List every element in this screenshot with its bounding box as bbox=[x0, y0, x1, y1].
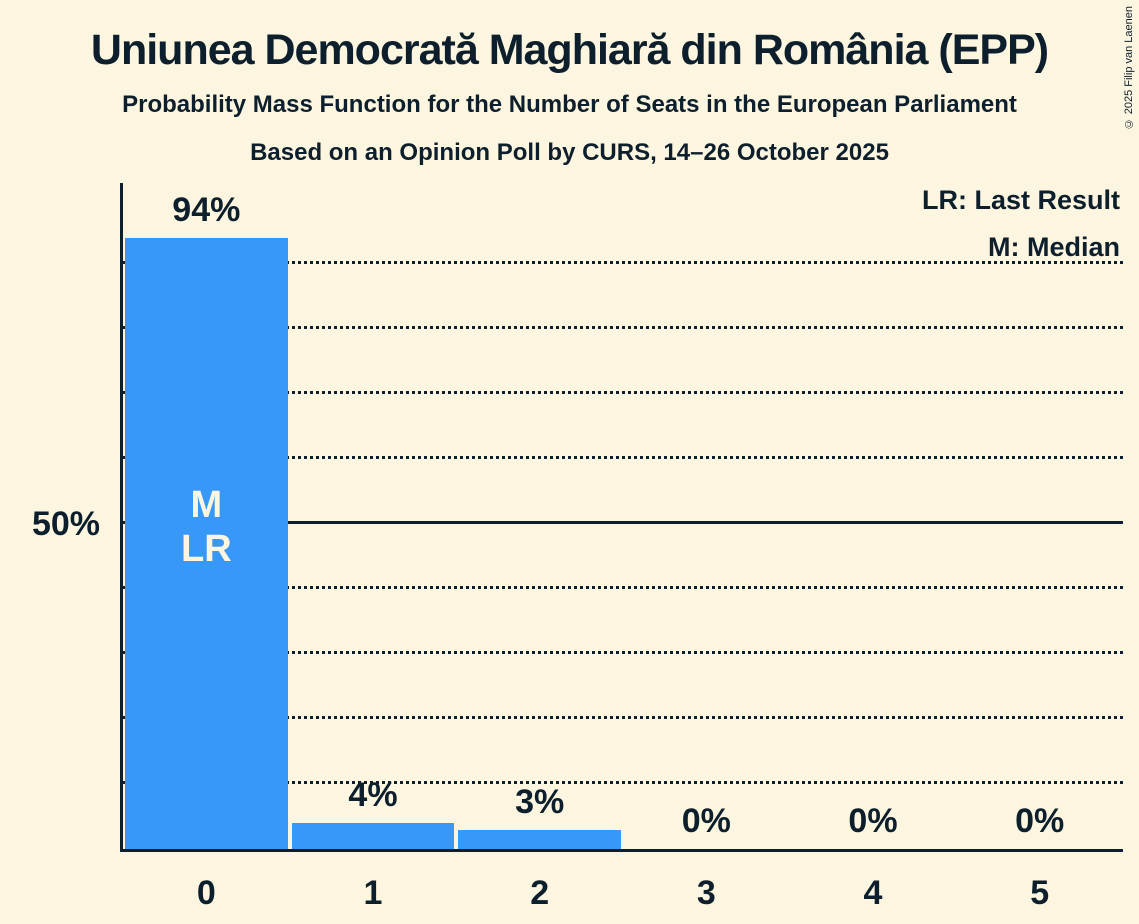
poll-source-line: Based on an Opinion Poll by CURS, 14–26 … bbox=[250, 139, 889, 166]
major-gridline-50pct bbox=[123, 521, 1123, 524]
gridline-40pct bbox=[123, 586, 1123, 589]
bar-value-label-5: 0% bbox=[1015, 802, 1065, 840]
x-tick-label-1: 1 bbox=[363, 874, 383, 912]
x-tick-label-3: 3 bbox=[696, 874, 716, 912]
bar-value-label-2: 3% bbox=[515, 782, 565, 821]
gridline-20pct bbox=[123, 716, 1123, 719]
gridline-70pct bbox=[123, 391, 1123, 394]
x-tick-label-4: 4 bbox=[863, 874, 883, 912]
bar-seats-2 bbox=[458, 829, 621, 849]
gridline-30pct bbox=[123, 651, 1123, 654]
gridline-10pct bbox=[123, 781, 1123, 784]
plot-area: 94% 0 M LR 4% 1 3% 2 0% 3 0% 4 0% 5 bbox=[120, 183, 1123, 912]
copyright-notice: © 2025 Filip van Laenen bbox=[1123, 6, 1135, 130]
bar-value-label-1: 4% bbox=[348, 776, 398, 814]
gridline-80pct bbox=[123, 326, 1123, 329]
page-title: Uniunea Democrată Maghiară din România (… bbox=[90, 26, 1049, 74]
bar-annotation-0: M LR bbox=[181, 484, 232, 570]
legend-median: M: Median bbox=[988, 232, 1120, 262]
x-tick-label-0: 0 bbox=[196, 874, 216, 912]
gridline-90pct bbox=[123, 261, 1123, 264]
x-tick-label-5: 5 bbox=[1030, 874, 1050, 912]
gridline-60pct bbox=[123, 456, 1123, 459]
chart-legend: LR: Last Result M: Median bbox=[922, 184, 1120, 264]
legend-last-result: LR: Last Result bbox=[921, 185, 1120, 215]
x-tick-label-2: 2 bbox=[530, 874, 550, 912]
bar-value-label-3: 0% bbox=[681, 802, 731, 840]
bar-seats-0 bbox=[125, 238, 288, 849]
y-axis-tick-label: 50% bbox=[31, 505, 100, 543]
bar-seats-1 bbox=[291, 823, 455, 849]
chart-subtitle: Probability Mass Function for the Number… bbox=[122, 91, 1017, 118]
bar-value-label-4: 0% bbox=[848, 802, 898, 840]
bar-value-label-0: 94% bbox=[172, 191, 241, 229]
